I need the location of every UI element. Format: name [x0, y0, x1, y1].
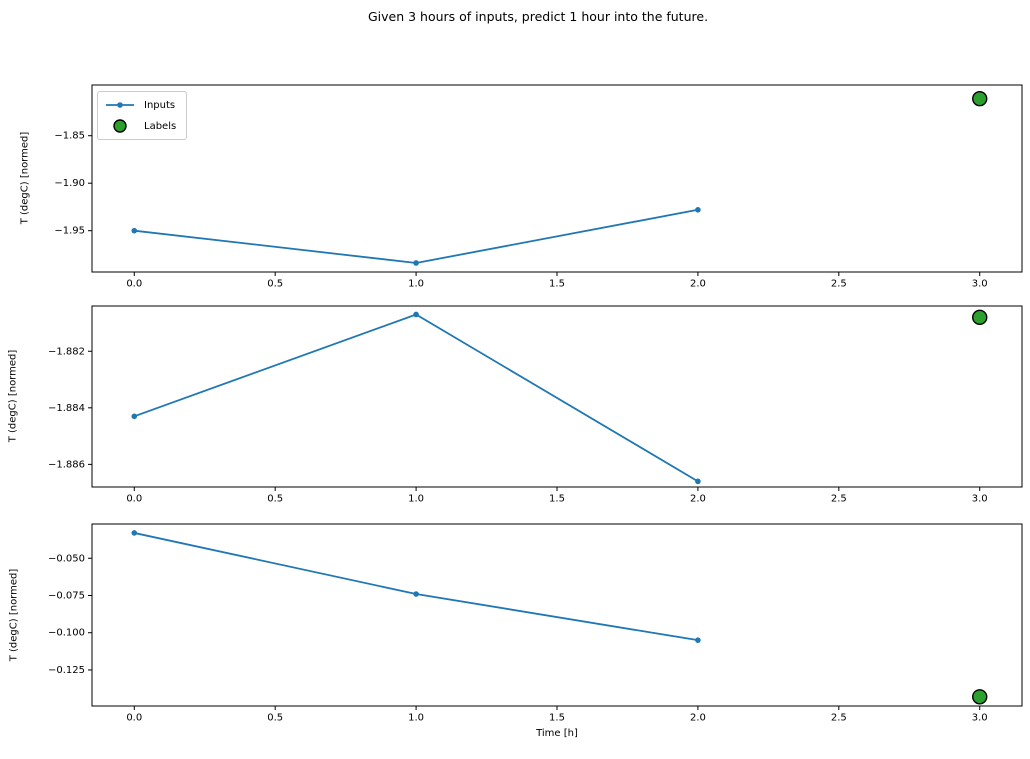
legend-label-inputs: Inputs	[144, 99, 176, 111]
legend-item-inputs: Inputs	[104, 96, 176, 114]
subplot-2-ylabel: T (degC) [normed]	[7, 349, 19, 443]
x-tick-label: 0.5	[267, 278, 283, 289]
subplot-2: 0.0 0.5 1.0 1.5 2.0 2.5 3.0 −1.882 −1.884 −1.886	[48, 305, 1023, 504]
axes-frame	[91, 305, 1023, 488]
inputs-line	[133, 532, 699, 642]
y-tick-label: −1.90	[54, 178, 85, 189]
x-tick-label: 1.5	[549, 712, 565, 723]
inputs-line	[133, 313, 699, 483]
subplot-3: 0.0 0.5 1.0 1.5 2.0 2.5 3.0 −0.050 −0.075 −0.100 −…	[48, 523, 1023, 723]
x-tick-label: 3.0	[972, 278, 988, 289]
y-tick-label: −1.85	[54, 131, 85, 142]
x-axis-label: Time [h]	[536, 728, 578, 739]
x-tick-label: 1.0	[408, 712, 424, 723]
inputs-line	[133, 208, 699, 264]
figure-title: Given 3 hours of inputs, predict 1 hour …	[367, 9, 709, 24]
inputs-line-icon	[106, 102, 134, 108]
x-tick-label: 1.0	[408, 493, 424, 504]
x-tick-label: 1.5	[549, 493, 565, 504]
x-tick-label: 1.5	[549, 278, 565, 289]
x-tick-label: 2.5	[831, 278, 847, 289]
legend-label-labels: Labels	[144, 120, 177, 132]
axes-frame	[91, 523, 1023, 707]
inputs-marker	[695, 478, 701, 485]
x-tick-label: 0.5	[267, 493, 283, 504]
x-tick-label: 0.0	[126, 493, 142, 504]
x-tick-label: 2.0	[690, 278, 706, 289]
x-tick-label: 2.0	[690, 493, 706, 504]
inputs-marker	[413, 311, 419, 318]
x-tick-label: 3.0	[972, 712, 988, 723]
y-tick-label: −0.100	[48, 628, 85, 639]
y-tick-label: −0.050	[48, 553, 85, 564]
x-tick-label: 1.0	[408, 278, 424, 289]
y-tick-label: −1.95	[54, 226, 85, 237]
x-tick-label: 0.0	[126, 712, 142, 723]
subplot-1: 0.0 0.5 1.0 1.5 2.0 2.5 3.0 −1.85 −1.90 −1.95	[54, 84, 1023, 289]
x-tick-label: 2.0	[690, 712, 706, 723]
x-tick-label: 2.5	[831, 493, 847, 504]
labels-circle-icon	[113, 119, 127, 133]
y-tick-label: −1.886	[48, 459, 85, 470]
y-tick-label: −0.125	[48, 665, 85, 676]
labels-point	[972, 689, 988, 705]
inputs-marker	[131, 530, 138, 536]
y-tick-label: −1.884	[48, 403, 85, 414]
legend: Inputs Labels	[97, 91, 188, 140]
inputs-marker	[413, 591, 419, 597]
x-tick-label: 0.5	[267, 712, 283, 723]
axes-frame	[91, 84, 1023, 273]
y-tick-label: −0.075	[48, 590, 85, 601]
x-tick-label: 2.5	[831, 712, 847, 723]
x-tick-label: 3.0	[972, 493, 988, 504]
y-tick-label: −1.882	[48, 346, 85, 357]
subplot-3-ylabel: T (degC) [normed]	[8, 568, 20, 662]
inputs-marker	[413, 260, 419, 266]
legend-item-labels: Labels	[104, 117, 176, 135]
inputs-marker	[695, 637, 701, 643]
subplot-1-ylabel: T (degC) [normed]	[19, 131, 31, 225]
inputs-marker	[131, 413, 138, 420]
labels-point	[972, 90, 988, 107]
inputs-marker	[695, 206, 701, 213]
inputs-marker	[131, 227, 138, 234]
x-tick-label: 0.0	[126, 278, 142, 289]
labels-point	[972, 309, 988, 326]
